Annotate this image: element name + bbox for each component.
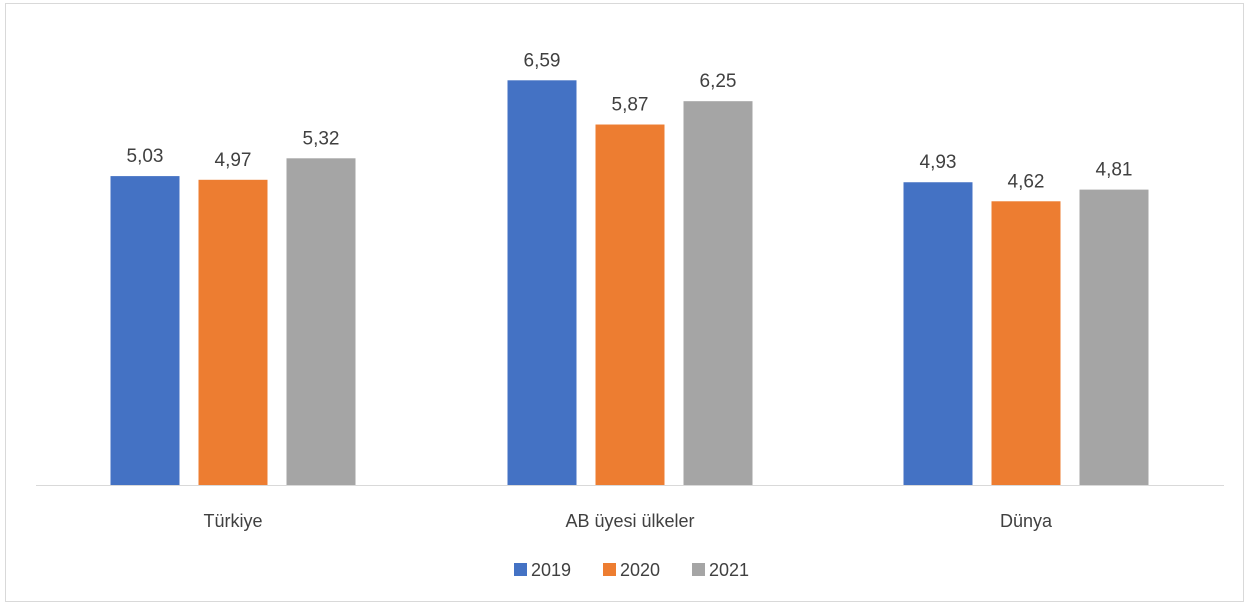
value-labels-group: 5,03 6,59 4,93 4,97 5,87 4,62 5,32 6,25 4,81 (127, 50, 1133, 192)
legend-label-2019: 2019 (531, 560, 571, 580)
category-label-1: Türkiye (203, 511, 262, 531)
bar-2020-2 (595, 124, 665, 486)
bar-2021-1 (286, 158, 356, 486)
legend-label-2020: 2020 (620, 560, 660, 580)
legend: 2019 2020 2021 (514, 560, 749, 580)
data-label-2020-2: 5,87 (612, 95, 649, 116)
data-label-2019-1: 5,03 (127, 146, 164, 167)
data-label-2021-3: 4,81 (1096, 160, 1133, 181)
category-labels-group: Türkiye AB üyesi ülkeler Dünya (203, 511, 1053, 531)
data-label-2021-1: 5,32 (303, 128, 340, 149)
legend-swatch-2021 (692, 563, 705, 576)
legend-swatch-2019 (514, 563, 527, 576)
data-label-2019-2: 6,59 (524, 50, 561, 71)
data-label-2021-2: 6,25 (700, 71, 737, 92)
data-label-2020-1: 4,97 (215, 150, 252, 171)
legend-swatch-2020 (603, 563, 616, 576)
bar-2019-1 (110, 176, 180, 485)
bar-2020-3 (991, 201, 1061, 486)
data-label-2020-3: 4,62 (1008, 171, 1045, 192)
bars-group (110, 80, 1149, 486)
bar-2021-3 (1079, 189, 1149, 485)
category-label-3: Dünya (1000, 511, 1053, 531)
data-label-2019-3: 4,93 (920, 152, 957, 173)
bar-2019-2 (507, 80, 577, 486)
bar-2019-3 (903, 182, 973, 485)
legend-label-2021: 2021 (709, 560, 749, 580)
bar-2020-1 (198, 179, 268, 486)
category-label-2: AB üyesi ülkeler (565, 511, 694, 531)
bar-2021-2 (683, 101, 753, 485)
